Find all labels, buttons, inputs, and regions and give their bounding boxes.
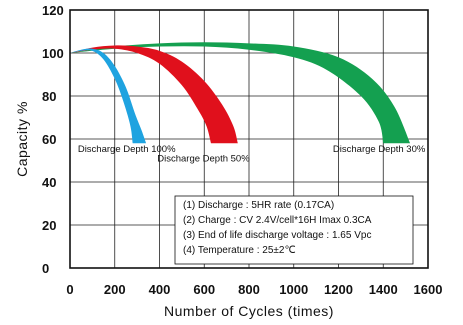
band-label: Discharge Depth 30% — [333, 144, 426, 155]
x-tick-label: 600 — [193, 282, 215, 297]
legend-note: (4) Temperature : 25±2℃ — [183, 245, 296, 256]
legend-box — [174, 195, 414, 265]
y-axis-ticks: 0 20 40 60 80 100 120 — [42, 3, 64, 276]
y-tick-label: 120 — [42, 3, 64, 18]
band-label: Discharge Depth 50% — [157, 154, 250, 165]
x-axis-title: Number of Cycles (times) — [164, 303, 334, 319]
legend-note: (1) Discharge : 5HR rate (0.17CA) — [183, 200, 334, 211]
x-tick-label: 200 — [104, 282, 126, 297]
x-tick-label: 1400 — [369, 282, 398, 297]
band-label: Discharge Depth 100% — [78, 144, 176, 155]
conditions-legend: (1) Discharge : 5HR rate (0.17CA) (2) Ch… — [174, 195, 414, 265]
y-tick-label: 80 — [42, 89, 56, 104]
x-tick-label: 400 — [149, 282, 171, 297]
y-axis-title: Capacity % — [14, 101, 30, 177]
x-tick-label: 800 — [238, 282, 260, 297]
y-tick-label: 40 — [42, 175, 56, 190]
x-tick-label: 1200 — [324, 282, 353, 297]
capacity-band — [70, 45, 238, 144]
x-axis-ticks: 0 200 400 600 800 1000 1200 1400 1600 — [66, 282, 442, 297]
capacity-bands — [70, 42, 411, 144]
x-tick-label: 1600 — [414, 282, 443, 297]
y-tick-label: 20 — [42, 218, 56, 233]
plot-frame — [69, 9, 429, 269]
y-tick-label: 0 — [42, 261, 49, 276]
y-tick-label: 100 — [42, 46, 64, 61]
capacity-band — [70, 48, 147, 144]
y-tick-label: 60 — [42, 132, 56, 147]
legend-note: (2) Charge : CV 2.4V/cell*16H Imax 0.3CA — [183, 215, 372, 226]
legend-note: (3) End of life discharge voltage : 1.65… — [183, 230, 371, 241]
band-labels: Discharge Depth 100%Discharge Depth 50% D… — [78, 144, 426, 165]
x-tick-label: 1000 — [279, 282, 308, 297]
x-tick-label: 0 — [66, 282, 73, 297]
capacity-band — [70, 42, 411, 144]
